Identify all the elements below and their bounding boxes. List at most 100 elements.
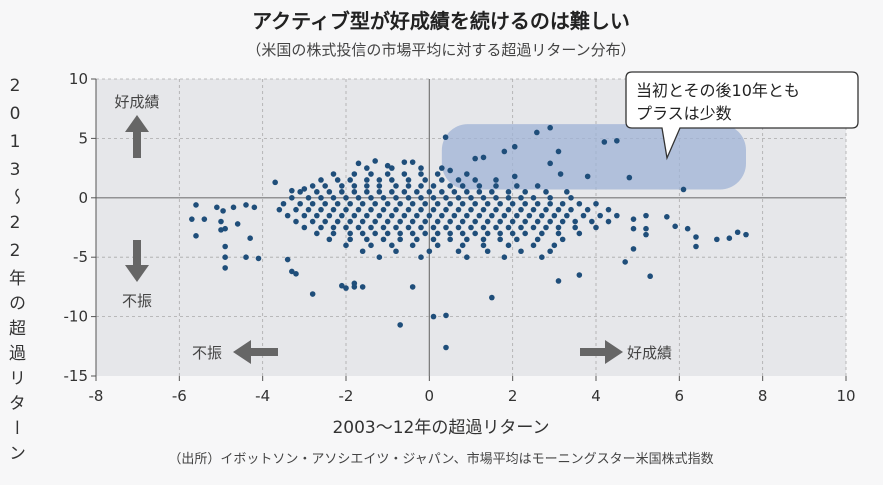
- data-point: [630, 246, 637, 252]
- data-point: [343, 206, 349, 213]
- data-point: [409, 230, 416, 237]
- x-tick-label: 2: [508, 387, 518, 405]
- data-point: [414, 189, 420, 195]
- data-point: [643, 231, 649, 238]
- data-point: [501, 212, 508, 219]
- data-point: [518, 248, 524, 255]
- data-point: [647, 273, 653, 280]
- data-point: [443, 206, 449, 213]
- data-point: [314, 230, 320, 237]
- data-point: [534, 200, 541, 207]
- data-point: [539, 254, 545, 260]
- data-point: [572, 224, 578, 231]
- data-point: [480, 206, 487, 213]
- data-point: [380, 236, 387, 243]
- data-point: [430, 236, 437, 243]
- data-point: [430, 313, 437, 320]
- data-point: [364, 236, 370, 243]
- data-point: [405, 206, 412, 213]
- data-point: [309, 200, 316, 207]
- data-point: [464, 212, 470, 219]
- data-point: [422, 200, 428, 207]
- data-point: [326, 236, 333, 243]
- data-point: [497, 236, 503, 243]
- data-point: [351, 284, 358, 290]
- data-point: [418, 171, 424, 177]
- data-point: [559, 236, 566, 243]
- data-point: [509, 230, 516, 237]
- data-point: [222, 225, 228, 232]
- data-point: [455, 248, 462, 255]
- data-point: [322, 200, 328, 207]
- data-point: [343, 195, 349, 201]
- data-point: [511, 143, 518, 150]
- data-point: [472, 177, 478, 183]
- data-point: [359, 248, 366, 255]
- data-point: [330, 171, 337, 177]
- data-point: [309, 291, 316, 297]
- data-point: [401, 171, 408, 177]
- data-point: [301, 186, 308, 192]
- data-point: [589, 218, 595, 225]
- data-point: [368, 224, 374, 231]
- data-point: [426, 248, 433, 255]
- data-point: [622, 259, 628, 265]
- x-axis-label: 2003〜12年の超過リターン: [332, 418, 549, 438]
- data-point: [297, 200, 303, 207]
- data-point: [364, 189, 370, 195]
- data-point: [539, 230, 545, 237]
- data-point: [272, 179, 278, 186]
- data-point: [414, 212, 420, 219]
- data-point: [405, 177, 412, 183]
- data-point: [480, 236, 487, 243]
- data-point: [493, 195, 499, 201]
- data-point: [530, 224, 537, 231]
- data-point: [626, 174, 633, 181]
- data-point: [557, 171, 564, 177]
- data-point: [430, 195, 437, 201]
- data-point: [318, 206, 324, 213]
- axis-ticks: -8 -6 -4 -2 0 2 4 6 8 10 10 5 0 -5 -10 -15: [64, 70, 856, 405]
- data-point: [397, 200, 403, 207]
- data-point: [451, 212, 458, 219]
- data-point: [372, 218, 378, 225]
- data-point: [576, 230, 583, 237]
- data-point: [234, 221, 241, 227]
- data-point: [630, 225, 637, 232]
- data-point: [359, 284, 366, 290]
- data-point: [322, 218, 328, 225]
- data-point: [376, 189, 383, 195]
- annotation-left: 不振: [192, 344, 222, 362]
- data-point: [384, 162, 391, 169]
- data-point: [547, 248, 553, 255]
- data-point: [355, 160, 362, 167]
- data-point: [584, 173, 591, 180]
- data-point: [389, 242, 395, 249]
- data-point: [530, 242, 537, 249]
- data-point: [509, 218, 516, 225]
- data-point: [380, 224, 387, 231]
- data-point: [330, 206, 337, 213]
- data-point: [284, 256, 291, 263]
- data-point: [418, 195, 424, 201]
- data-point: [439, 212, 445, 219]
- x-tick-label: -6: [172, 387, 187, 405]
- data-point: [497, 230, 503, 237]
- data-point: [426, 189, 433, 195]
- data-point: [318, 177, 324, 183]
- data-point: [351, 183, 358, 189]
- data-point: [409, 218, 416, 225]
- data-point: [355, 224, 362, 231]
- data-point: [409, 200, 416, 207]
- data-point: [547, 124, 553, 131]
- data-point: [405, 183, 412, 189]
- data-point: [630, 216, 637, 222]
- data-point: [380, 195, 387, 201]
- data-point: [251, 204, 258, 211]
- data-point: [439, 165, 445, 171]
- highlight-region: [441, 124, 746, 190]
- data-point: [293, 218, 299, 225]
- data-point: [222, 243, 228, 250]
- data-point: [343, 224, 349, 231]
- data-point: [401, 159, 408, 165]
